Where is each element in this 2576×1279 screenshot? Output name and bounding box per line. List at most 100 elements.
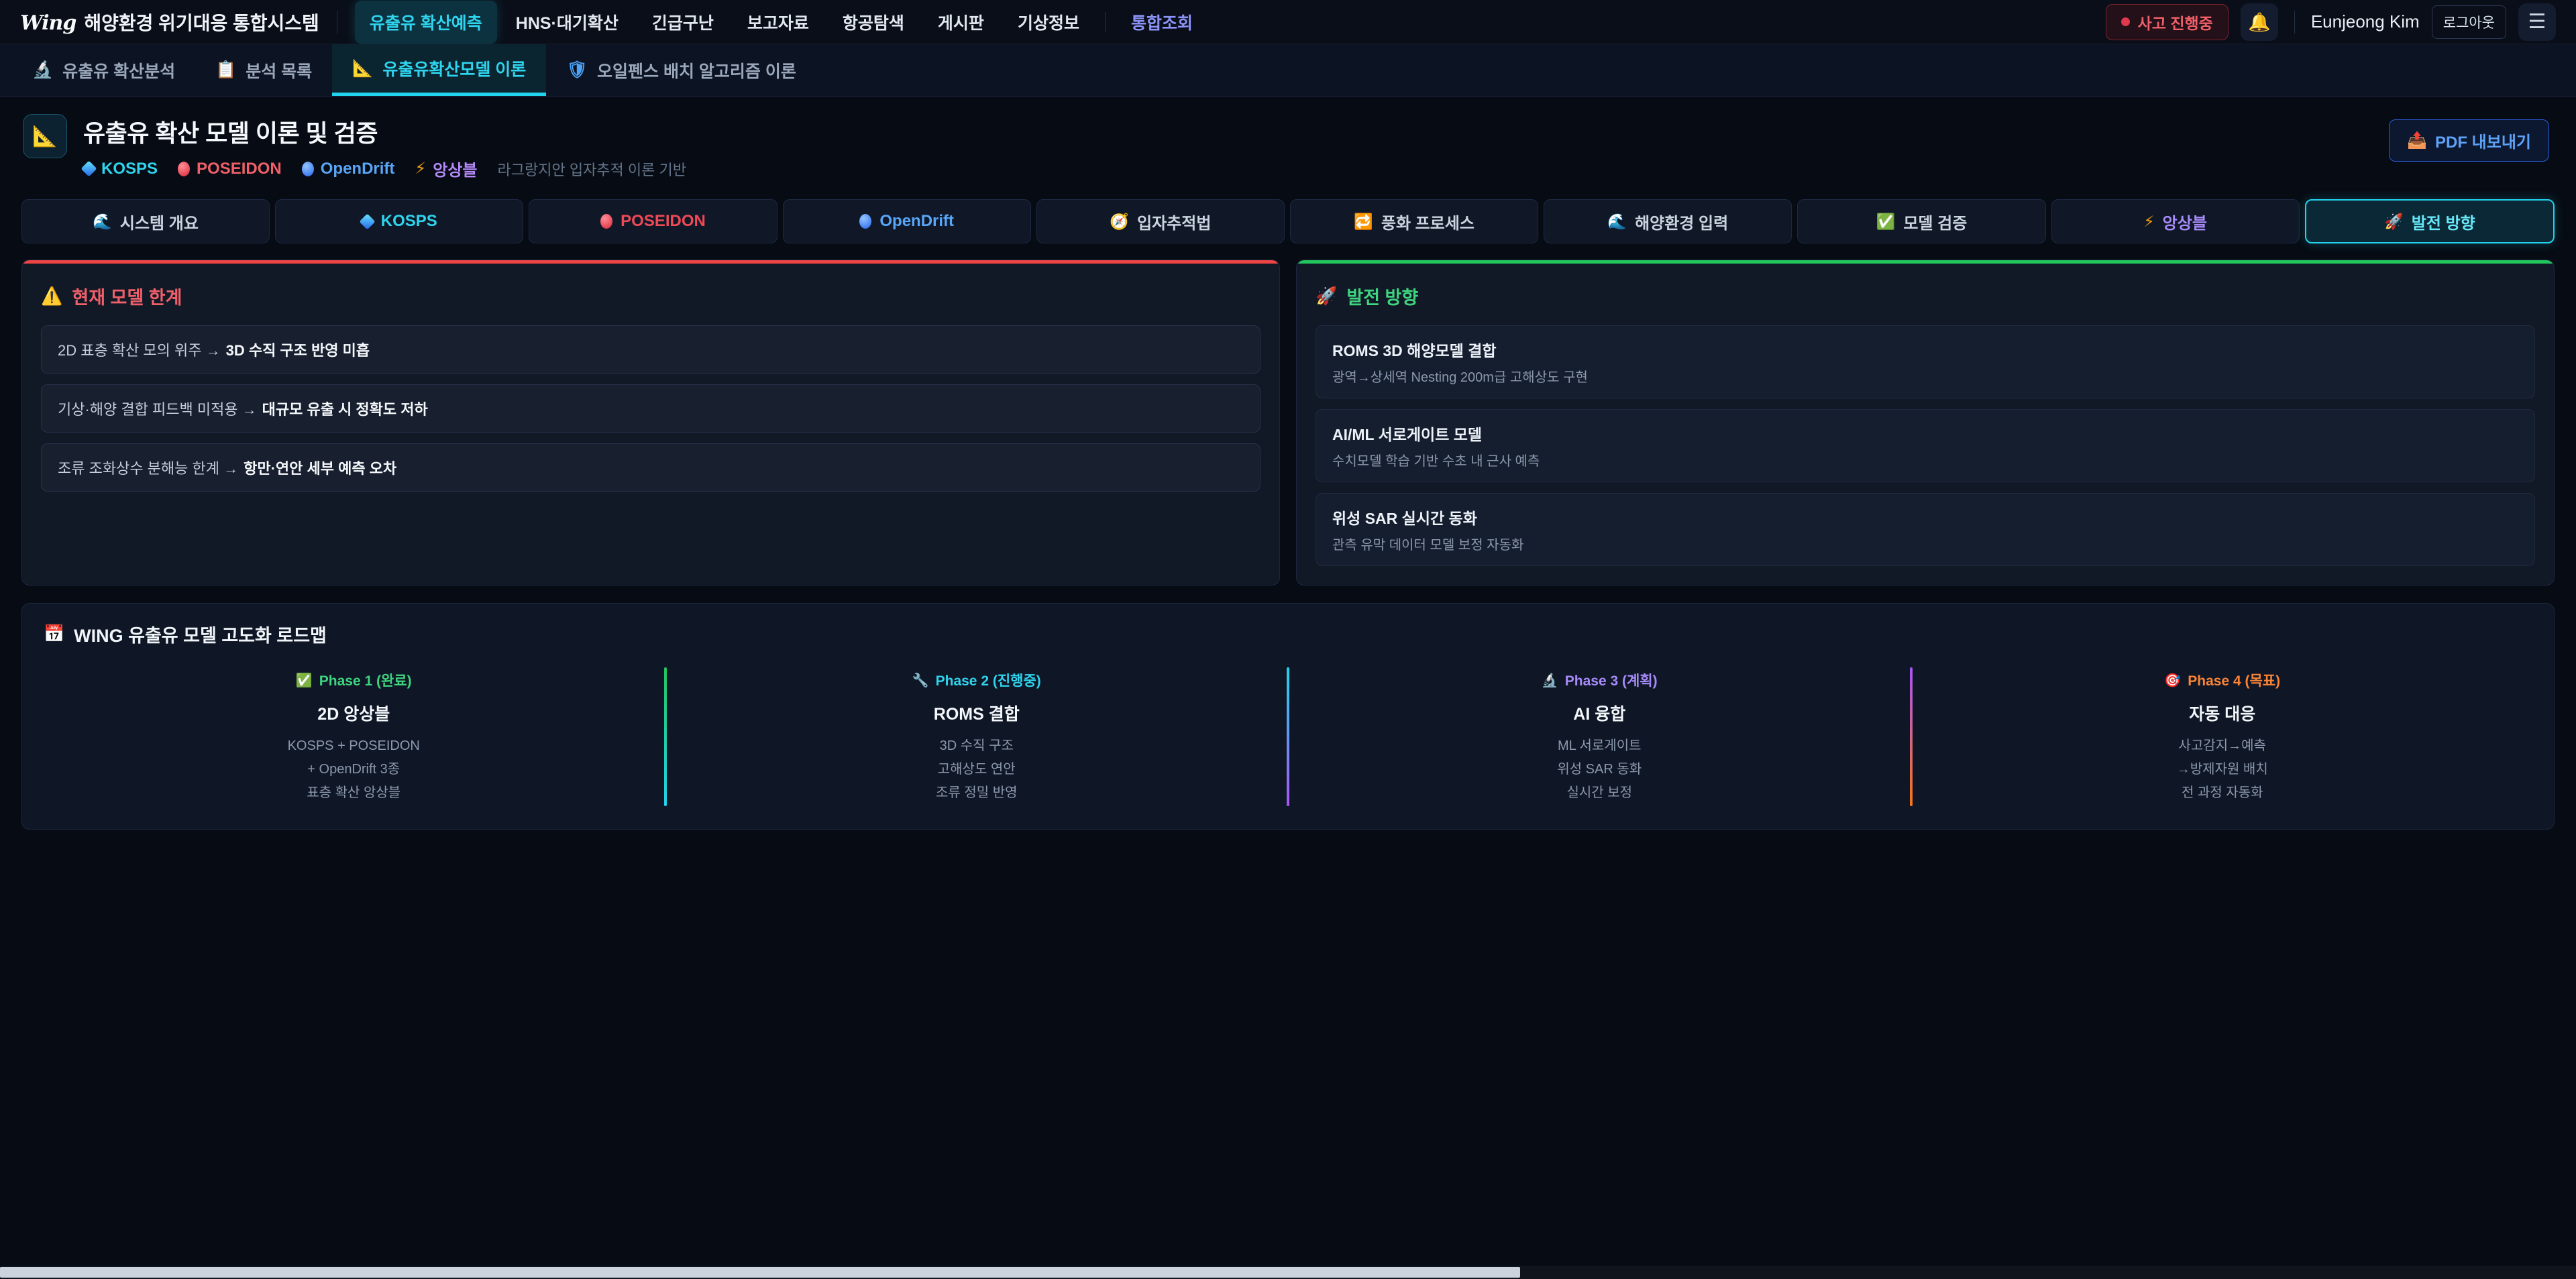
roadmap-title: 📅 WING 유출유 모델 고도화 로드맵 xyxy=(44,621,2532,647)
roadmap-phases: ✅ Phase 1 (완료) 2D 앙상블 KOSPS + POSEIDON +… xyxy=(44,665,2532,809)
header-note: 라그랑지안 입자추적 이론 기반 xyxy=(497,161,686,178)
wave-icon: 🌊 xyxy=(1607,212,1627,230)
phase-detail-line: 표층 확산 앙상블 xyxy=(307,785,401,800)
phase-detail-line: →방제자원 배치 xyxy=(2176,762,2268,777)
tab-ocean-environment-input[interactable]: 🌊 해양환경 입력 xyxy=(1544,199,1792,243)
nav-item-board[interactable]: 게시판 xyxy=(937,13,984,33)
limitation-item: 기상·해양 결합 피드백 미적용 → 대규모 유출 시 정확도 저하 xyxy=(41,384,1260,433)
tab-development-direction[interactable]: 🚀 발전 방향 xyxy=(2304,199,2555,243)
tab-label: KOSPS xyxy=(380,212,437,230)
nav-item-aerial-search[interactable]: 항공탐색 xyxy=(842,13,904,33)
tab-label: OpenDrift xyxy=(879,212,955,230)
phase-detail-line: 고해상도 연안 xyxy=(937,762,1016,777)
bell-icon: 🔔 xyxy=(2248,11,2271,32)
subtab-label: 오일펜스 배치 알고리즘 이론 xyxy=(597,62,796,81)
tab-system-overview[interactable]: 🌊 시스템 개요 xyxy=(21,199,270,243)
logout-button[interactable]: 로그아웃 xyxy=(2431,5,2506,39)
check-icon: ✅ xyxy=(295,673,313,688)
limitation-bold-text: 3D 수직 구조 반영 미흡 xyxy=(225,342,370,359)
limitation-text: 2D 표층 확산 모의 위주 → xyxy=(58,342,221,359)
red-circle-icon xyxy=(178,161,191,176)
phase-1-label: ✅ Phase 1 (완료) xyxy=(296,670,412,690)
tab-model-validation[interactable]: ✅ 모델 검증 xyxy=(1797,199,2046,243)
hamburger-icon: ☰ xyxy=(2528,11,2546,33)
limitations-title: ⚠️ 현재 모델 한계 xyxy=(41,283,1260,309)
microscope-icon: 🔬 xyxy=(1541,673,1558,688)
tab-poseidon[interactable]: POSEIDON xyxy=(529,199,777,243)
nav-item-emergency-rescue[interactable]: 긴급구난 xyxy=(651,13,714,33)
badge-ensemble: ⚡ 앙상블 xyxy=(415,157,477,180)
nav-item-reports[interactable]: 보고자료 xyxy=(747,13,809,33)
tab-weathering-process[interactable]: 🔁 풍화 프로세스 xyxy=(1290,199,1539,243)
future-title-text: 발전 방향 xyxy=(1346,288,1419,308)
limitation-item: 조류 조화상수 분해능 한계 → 항만·연안 세부 예측 오차 xyxy=(41,443,1260,492)
roadmap-title-text: WING 유출유 모델 고도화 로드맵 xyxy=(74,626,327,646)
future-item-title: AI/ML 서로게이트 모델 xyxy=(1332,426,1483,443)
nav-item-hns-air-diffusion[interactable]: HNS·대기확산 xyxy=(515,13,619,33)
phase-detail-line: ML 서로게이트 xyxy=(1557,738,1642,753)
phase-4-column: 🎯 Phase 4 (목표) 자동 대응 사고감지→예측 →방제자원 배치 전 … xyxy=(1913,665,2533,809)
horizontal-scrollbar-track[interactable] xyxy=(0,1266,2576,1279)
wrench-icon: 🔧 xyxy=(912,673,929,688)
phase-label-text: Phase 2 (진행중) xyxy=(935,673,1041,689)
tab-opendrift[interactable]: OpenDrift xyxy=(782,199,1031,243)
top-navbar: Wing 해양환경 위기대응 통합시스템 유출유 확산예측 HNS·대기확산 긴… xyxy=(0,0,2576,44)
badge-label: KOSPS xyxy=(101,159,158,178)
phase-details: 3D 수직 구조 고해상도 연안 조류 정밀 반영 xyxy=(936,734,1018,805)
phase-2-column: 🔧 Phase 2 (진행중) ROMS 결합 3D 수직 구조 고해상도 연안… xyxy=(667,665,1287,809)
incident-active-badge[interactable]: 사고 진행중 xyxy=(2105,3,2229,40)
diamond-icon xyxy=(80,160,97,177)
page-title: 유출유 확산 모델 이론 및 검증 xyxy=(83,119,378,147)
nav-item-integrated-search[interactable]: 통합조회 xyxy=(1130,13,1193,33)
notifications-button[interactable]: 🔔 xyxy=(2240,3,2278,41)
phase-3-label: 🔬 Phase 3 (계획) xyxy=(1542,670,1658,690)
future-list: ROMS 3D 해양모델 결합 광역→상세역 Nesting 200m급 고해상… xyxy=(1316,325,2535,566)
phase-divider xyxy=(1287,667,1289,806)
app-logo[interactable]: Wing 해양환경 위기대응 통합시스템 xyxy=(20,9,319,36)
subtab-diffusion-model-theory[interactable]: 📐 유출유확산모델 이론 xyxy=(332,44,547,96)
wave-icon: 🌊 xyxy=(93,212,112,230)
lightning-icon: ⚡ xyxy=(2143,212,2155,230)
tab-ensemble[interactable]: ⚡ 앙상블 xyxy=(2051,199,2300,243)
phase-divider xyxy=(663,667,667,806)
tab-label: 모델 검증 xyxy=(1903,214,1968,233)
tab-label: 발전 방향 xyxy=(2411,214,2475,233)
phase-name: AI 융합 xyxy=(1573,705,1626,724)
phase-detail-line: 사고감지→예측 xyxy=(2178,738,2266,753)
warning-icon: ⚠️ xyxy=(41,286,63,306)
phase-detail-line: 위성 SAR 동화 xyxy=(1557,762,1642,777)
future-item-desc: 광역→상세역 Nesting 200m급 고해상도 구현 xyxy=(1332,370,1588,385)
tab-particle-tracking[interactable]: 🧭 입자추적법 xyxy=(1036,199,1285,243)
future-item: AI/ML 서로게이트 모델 수치모델 학습 기반 수초 내 근사 예측 xyxy=(1316,409,2535,482)
rocket-icon: 🚀 xyxy=(2384,212,2404,230)
phase-name: 자동 대응 xyxy=(2189,705,2256,724)
nav-item-weather-info[interactable]: 기상정보 xyxy=(1017,13,1079,33)
shield-icon: 🛡 xyxy=(566,60,588,79)
development-direction-panel: 🚀 발전 방향 ROMS 3D 해양모델 결합 광역→상세역 Nesting 2… xyxy=(1296,260,2555,586)
limitation-item: 2D 표층 확산 모의 위주 → 3D 수직 구조 반영 미흡 xyxy=(41,325,1260,374)
subtab-spill-analysis[interactable]: 🔬 유출유 확산분석 xyxy=(12,44,195,96)
subtab-oil-fence-algorithm-theory[interactable]: 🛡 오일펜스 배치 알고리즘 이론 xyxy=(546,44,816,96)
nav-item-oil-spill-prediction[interactable]: 유출유 확산예측 xyxy=(354,0,497,44)
badge-poseidon: POSEIDON xyxy=(178,160,282,178)
limitation-text: 기상·해양 결합 피드백 미적용 → xyxy=(58,401,257,418)
subtab-label: 유출유 확산분석 xyxy=(62,62,176,81)
alert-dot-icon xyxy=(2121,17,2130,26)
navbar-right: 사고 진행중 🔔 Eunjeong Kim 로그아웃 ☰ xyxy=(2105,3,2556,41)
page-title-icon-box: 📐 xyxy=(23,114,67,158)
lightning-icon: ⚡ xyxy=(415,160,427,178)
horizontal-scrollbar-thumb[interactable] xyxy=(0,1267,1520,1278)
menu-button[interactable]: ☰ xyxy=(2518,3,2556,41)
tab-label: 풍화 프로세스 xyxy=(1381,214,1475,233)
pdf-export-button[interactable]: 📤 PDF 내보내기 xyxy=(2389,119,2549,162)
blue-circle-icon xyxy=(301,161,314,176)
tab-kosps[interactable]: KOSPS xyxy=(275,199,524,243)
subtab-label: 유출유확산모델 이론 xyxy=(382,60,527,79)
phase-detail-line: KOSPS + POSEIDON xyxy=(287,738,420,753)
check-icon: ✅ xyxy=(1876,212,1896,230)
app-title: 해양환경 위기대응 통합시스템 xyxy=(84,12,319,34)
subtab-analysis-list[interactable]: 📋 분석 목록 xyxy=(195,44,332,96)
phase-label-text: Phase 4 (목표) xyxy=(2188,673,2281,689)
rocket-icon: 🚀 xyxy=(1316,286,1338,306)
phase-divider xyxy=(1909,667,1913,806)
